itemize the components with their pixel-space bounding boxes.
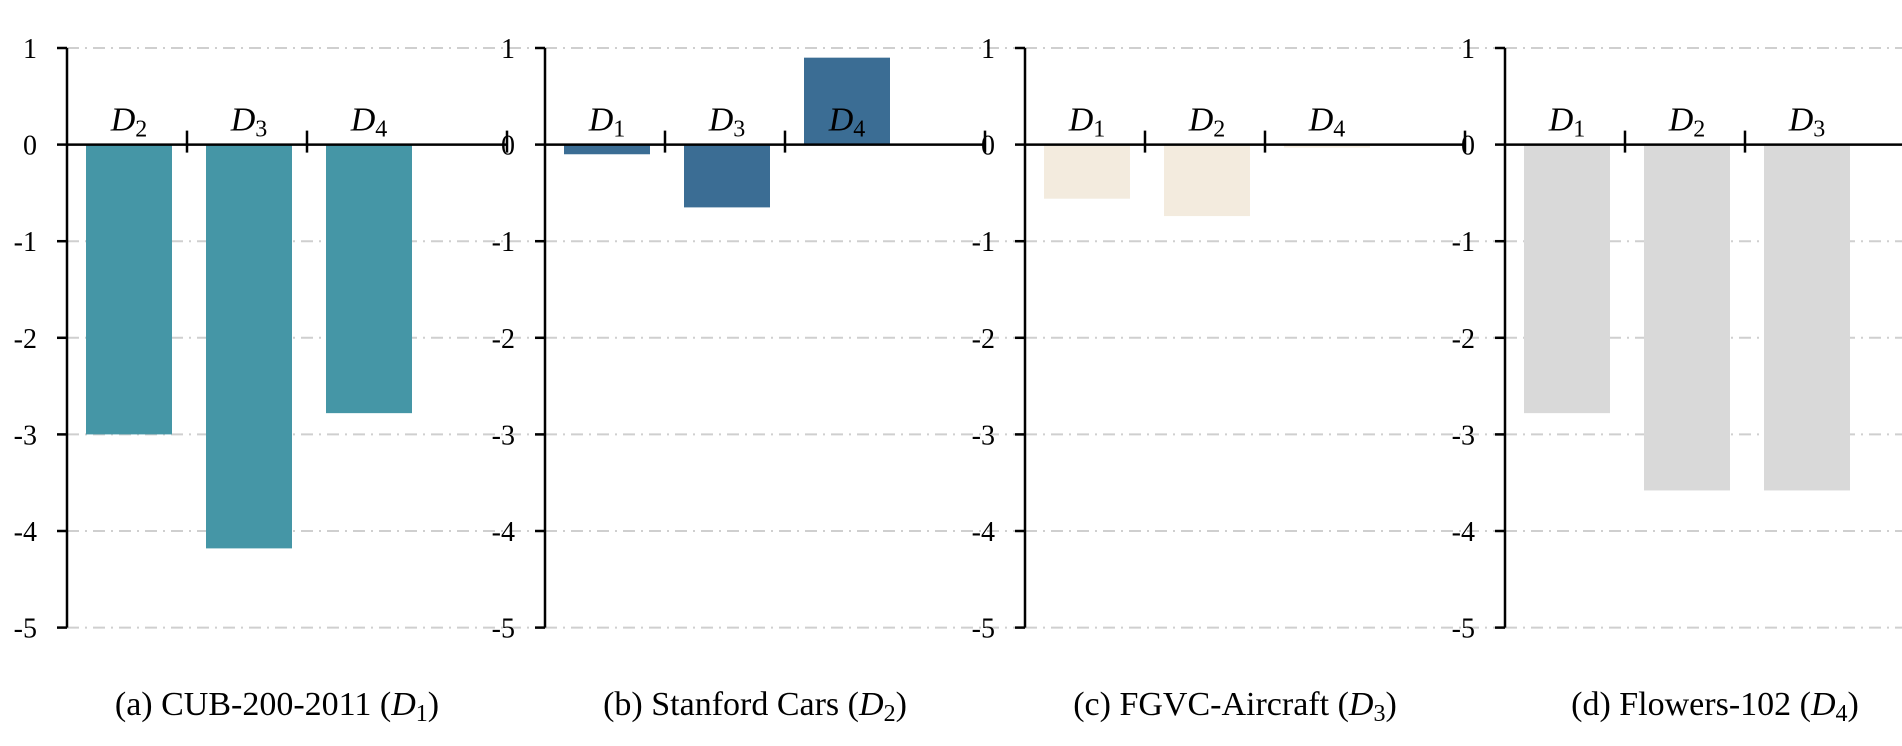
y-tick-label: -5 [492,614,515,645]
y-tick-label: 0 [981,131,995,162]
y-tick-label: -2 [972,324,995,355]
y-tick-label: -1 [14,227,37,258]
bar [1764,144,1850,491]
panel-flowers-102: 1 0 -1 -2 -3 -4 -5 D1 D2 D3 (d) Flowers-102 (D4) [1452,34,1902,727]
panel-caption: (a) CUB-200-2011 (D1) [115,686,439,727]
category-label: D3 [230,102,268,143]
y-tick-label: -1 [492,227,515,258]
bar [86,144,172,435]
y-tick-label: 1 [981,34,995,65]
bar [1644,144,1730,491]
y-tick-label: -3 [1452,420,1475,451]
panel-caption: (b) Stanford Cars (D2) [603,686,907,727]
y-tick-label: 0 [23,131,37,162]
category-label: D2 [110,102,148,143]
y-tick-label: -4 [14,517,37,548]
y-tick-label: -2 [1452,324,1475,355]
bar [1284,144,1370,148]
y-tick-label: -1 [1452,227,1475,258]
bar [326,144,412,414]
panel-stanford-cars: 1 0 -1 -2 -3 -4 -5 D1 D3 D4 (b) Stanford Cars (D2) [492,34,1025,727]
category-label: D4 [350,102,388,143]
category-label: D2 [1188,102,1226,143]
y-tick-label: -2 [14,324,37,355]
panel-cub-200-2011: 1 0 -1 -2 -3 -4 -5 D2 D3 D4 (a) CUB-200-2011 (D1) [14,34,547,727]
y-tick-label: 1 [23,34,37,65]
bar [564,144,650,155]
y-tick-label: -5 [1452,614,1475,645]
bar [1044,144,1130,199]
category-label: D1 [588,102,626,143]
category-label: D3 [708,102,746,143]
bar [804,57,890,145]
category-label: D1 [1548,102,1586,143]
y-tick-label: -4 [492,517,515,548]
y-tick-label: -4 [972,517,995,548]
category-label: D3 [1788,102,1826,143]
y-tick-label: -4 [1452,517,1475,548]
panel-fgvc-aircraft: 1 0 -1 -2 -3 -4 -5 D1 D2 D4 (c) FGVC-Aircraft (D3) [972,34,1505,727]
category-label: D4 [1308,102,1346,143]
y-tick-label: -5 [972,614,995,645]
y-tick-label: 0 [501,131,515,162]
bar [684,144,770,208]
category-label: D1 [1068,102,1106,143]
y-tick-label: 1 [1461,34,1475,65]
bar [206,144,292,549]
bar [1164,144,1250,217]
y-tick-label: 1 [501,34,515,65]
y-tick-label: 0 [1461,131,1475,162]
y-tick-label: -3 [14,420,37,451]
y-tick-label: -3 [492,420,515,451]
category-label: D4 [828,102,866,143]
y-tick-label: -5 [14,614,37,645]
y-tick-label: -2 [492,324,515,355]
y-tick-label: -3 [972,420,995,451]
y-tick-label: -1 [972,227,995,258]
bar [1524,144,1610,414]
panel-caption: (d) Flowers-102 (D4) [1571,686,1859,727]
panel-caption: (c) FGVC-Aircraft (D3) [1073,686,1397,727]
category-label: D2 [1668,102,1706,143]
